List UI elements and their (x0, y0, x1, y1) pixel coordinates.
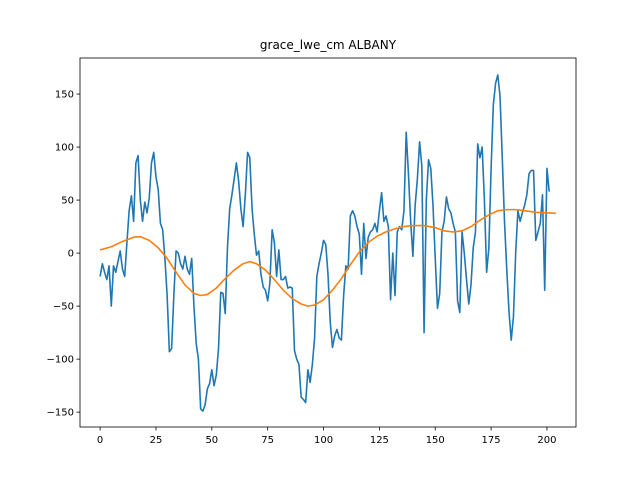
axes: 0 25 50 75 100 125 150 175 200 −150 −100 −50 0 50 100 1… (47, 57, 577, 446)
x-tick-label: 100 (314, 435, 333, 446)
y-tick-label: −50 (53, 302, 74, 313)
y-tick-label: −150 (47, 408, 74, 419)
x-tick-label: 125 (370, 435, 389, 446)
x-tick-label: 0 (97, 435, 103, 446)
y-tick-label: 100 (55, 143, 74, 154)
y-tick-label: −100 (47, 355, 74, 366)
series-line-1 (99, 74, 550, 412)
series-line-2 (99, 208, 556, 307)
x-tick-label: 25 (150, 435, 163, 446)
y-tick-label: 50 (61, 196, 74, 207)
x-tick-label: 150 (426, 435, 445, 446)
x-tick-label: 200 (537, 435, 556, 446)
x-tick-label: 75 (261, 435, 274, 446)
y-tick-label: 150 (55, 90, 74, 101)
y-tick-label: 0 (68, 249, 74, 260)
plot-area (99, 74, 556, 412)
x-tick-label: 175 (482, 435, 501, 446)
axes-frame (79, 57, 577, 428)
chart-title: grace_lwe_cm ALBANY (260, 38, 397, 52)
x-tick-label: 50 (205, 435, 218, 446)
